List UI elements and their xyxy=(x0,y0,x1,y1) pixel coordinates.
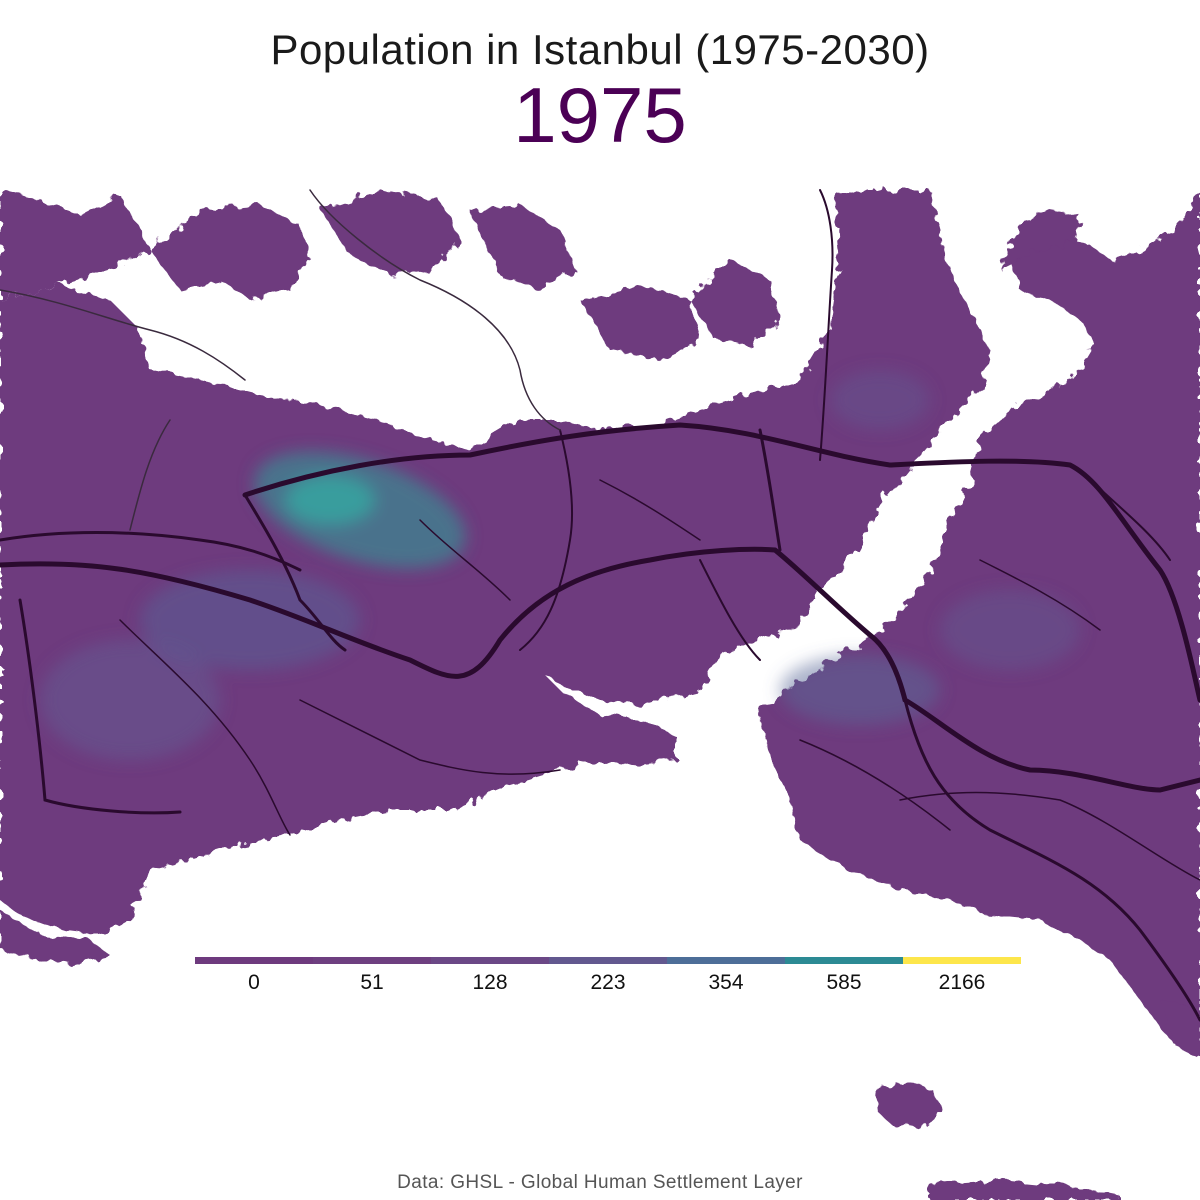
density-overlay xyxy=(40,370,1080,760)
map-title: Population in Istanbul (1975-2030) xyxy=(270,26,930,73)
legend-swatch-2 xyxy=(431,957,549,964)
legend-swatch-3 xyxy=(549,957,667,964)
legend-label: 223 xyxy=(590,971,626,994)
population-legend: 0 51 128 223 354 585 2166 xyxy=(195,957,1021,1007)
legend-label: 354 xyxy=(708,971,744,994)
legend-swatch-6 xyxy=(903,957,1021,964)
island-population xyxy=(875,1082,1120,1200)
legend-label: 585 xyxy=(826,971,862,994)
legend-label: 0 xyxy=(248,971,260,994)
legend-label: 128 xyxy=(472,971,508,994)
legend-swatch-5 xyxy=(785,957,903,964)
legend-swatch-1 xyxy=(313,957,431,964)
legend-swatch-4 xyxy=(667,957,785,964)
road-network xyxy=(0,189,1200,1022)
legend-color-bar xyxy=(195,957,1021,964)
year-label: 1975 xyxy=(513,71,687,159)
european-side-population xyxy=(0,190,990,965)
data-source-caption: Data: GHSL - Global Human Settlement Lay… xyxy=(397,1172,803,1193)
legend-swatch-0 xyxy=(195,957,313,964)
legend-label: 51 xyxy=(360,971,384,994)
legend-label: 2166 xyxy=(938,971,986,994)
